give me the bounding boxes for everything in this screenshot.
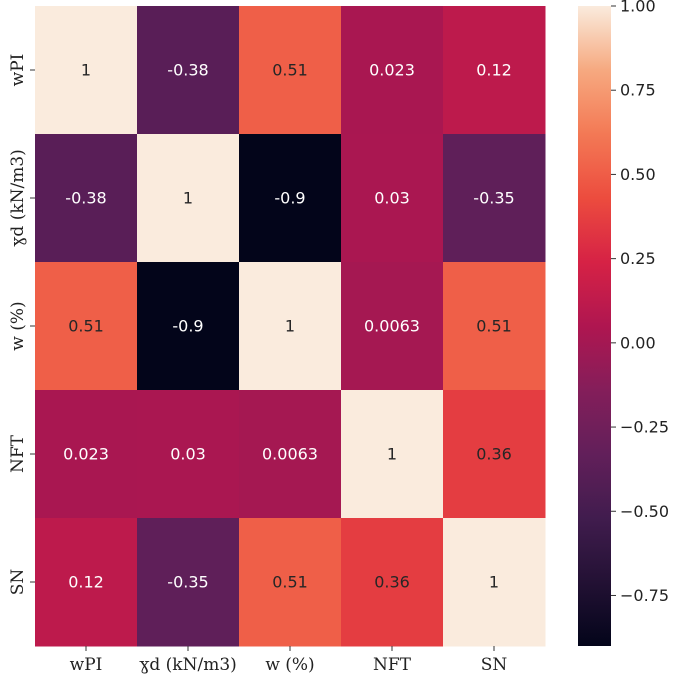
column-label: w (%): [265, 655, 314, 675]
column-label: SN: [481, 655, 508, 675]
colorbar-tick-label: −0.25: [620, 418, 669, 437]
colorbar-tick-label: −0.75: [620, 586, 669, 605]
heatmap-cell: [341, 518, 444, 647]
heatmap-cell-label: 1: [81, 61, 91, 80]
heatmap-cell-labels: 1 -0.38 0.51 0.023 0.12 -0.38 1 -0.9 0.03 -0.35 0.…: [63, 61, 515, 592]
heatmap-cell: [35, 6, 138, 135]
heatmap-cell: [35, 262, 138, 391]
colorbar: 1.00 0.75 0.50 0.25 0.00 −0.25 −0.50 −0.75: [578, 0, 669, 646]
heatmap-cell: [239, 390, 342, 519]
colorbar-tick-label: 0.25: [620, 249, 656, 268]
heatmap-cell: [443, 518, 546, 647]
heatmap-cell: [341, 6, 444, 135]
heatmap-cell-label: -0.38: [167, 61, 208, 80]
heatmap-cell-label: -0.9: [274, 189, 305, 208]
row-label: w (%): [8, 301, 28, 350]
row-label: wPI: [8, 54, 28, 87]
heatmap-cell: [137, 262, 240, 391]
row-label: SN: [8, 569, 28, 596]
heatmap-cell: [137, 134, 240, 263]
heatmap-cell-label: -0.9: [172, 317, 203, 336]
colorbar-tick-label: 0.00: [620, 333, 656, 352]
column-labels: wPI ɣd (kN/m3) w (%) NFT SN: [70, 646, 508, 675]
column-label: NFT: [373, 655, 412, 675]
heatmap-cell: [239, 518, 342, 647]
heatmap-cell: [443, 6, 546, 135]
colorbar-tick-label: 0.50: [620, 165, 656, 184]
heatmap-cell: [443, 134, 546, 263]
column-label: ɣd (kN/m3): [139, 655, 237, 675]
colorbar-tick-label: 1.00: [620, 0, 656, 16]
heatmap-cell: [35, 134, 138, 263]
heatmap-cell-label: 1: [489, 573, 499, 592]
heatmap-cell: [239, 262, 342, 391]
heatmap-cell-label: 1: [387, 445, 397, 464]
heatmap-cell-label: 1: [285, 317, 295, 336]
heatmap-cell: [35, 518, 138, 647]
colorbar-tick-label: 0.75: [620, 81, 656, 100]
heatmap-cell: [35, 390, 138, 519]
heatmap-cell-label: 0.12: [68, 573, 104, 592]
heatmap-cell-label: 0.023: [369, 61, 415, 80]
heatmap-cell-label: 0.03: [374, 189, 410, 208]
heatmap-cell-label: 0.36: [476, 445, 512, 464]
colorbar-gradient: [578, 6, 611, 646]
heatmap-cell: [341, 262, 444, 391]
heatmap-cell-label: 0.51: [68, 317, 104, 336]
heatmap-cell-label: 0.51: [272, 573, 308, 592]
heatmap-cell-label: 0.03: [170, 445, 206, 464]
heatmap-cell: [443, 390, 546, 519]
heatmap-cell: [137, 518, 240, 647]
heatmap-cell-label: 0.36: [374, 573, 410, 592]
heatmap-cell: [443, 262, 546, 391]
heatmap-cell-label: 0.12: [476, 61, 512, 80]
heatmap-cell-label: 0.0063: [364, 317, 420, 336]
heatmap-cell-label: 0.51: [476, 317, 512, 336]
heatmap-cell-label: -0.35: [473, 189, 514, 208]
heatmap-cell-label: -0.35: [167, 573, 208, 592]
heatmap-cells: [35, 6, 546, 647]
heatmap-cell-label: 0.023: [63, 445, 109, 464]
heatmap-cell: [137, 390, 240, 519]
heatmap-cell-label: -0.38: [65, 189, 106, 208]
heatmap-cell: [239, 134, 342, 263]
heatmap-cell-label: 0.0063: [262, 445, 318, 464]
heatmap-cell-label: 1: [183, 189, 193, 208]
heatmap-cell: [341, 134, 444, 263]
row-label: NFT: [8, 434, 28, 473]
colorbar-tick-label: −0.50: [620, 502, 669, 521]
heatmap-cell: [239, 6, 342, 135]
row-labels: wPI ɣd (kN/m3) w (%) NFT SN: [8, 54, 35, 596]
heatmap-cell: [341, 390, 444, 519]
heatmap-cell-label: 0.51: [272, 61, 308, 80]
row-label: ɣd (kN/m3): [8, 149, 28, 247]
heatmap-cell: [137, 6, 240, 135]
column-label: wPI: [70, 655, 103, 675]
